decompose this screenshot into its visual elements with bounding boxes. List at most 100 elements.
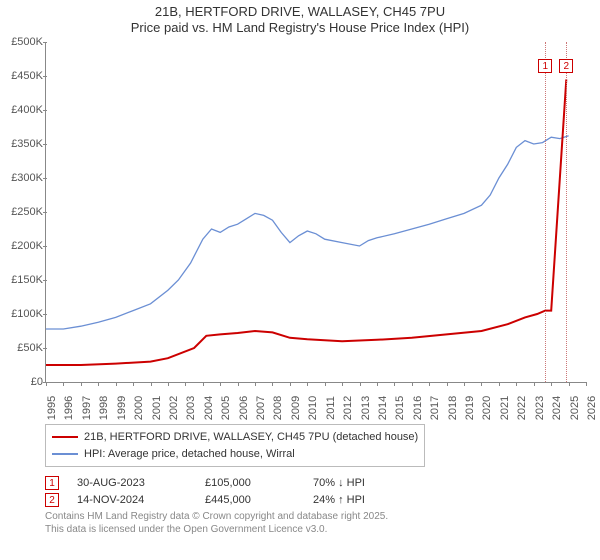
y-tick: £450K xyxy=(1,70,43,82)
x-tick-mark xyxy=(46,382,47,386)
chart-marker: 1 xyxy=(538,59,552,73)
transaction-vline xyxy=(566,42,567,382)
x-tick-label: 2021 xyxy=(499,396,511,420)
x-tick-label: 2022 xyxy=(516,396,528,420)
x-tick-mark xyxy=(429,382,430,386)
footnote-line2: This data is licensed under the Open Gov… xyxy=(45,524,585,537)
x-tick-mark xyxy=(412,382,413,386)
x-tick-label: 1999 xyxy=(116,396,128,420)
legend-box: 21B, HERTFORD DRIVE, WALLASEY, CH45 7PU … xyxy=(45,424,425,467)
x-tick-mark xyxy=(447,382,448,386)
x-tick-mark xyxy=(116,382,117,386)
chart-area: £0£50K£100K£150K£200K£250K£300K£350K£400… xyxy=(45,42,585,382)
title-line2: Price paid vs. HM Land Registry's House … xyxy=(0,20,600,36)
x-tick-label: 2025 xyxy=(569,396,581,420)
y-tick: £300K xyxy=(1,172,43,184)
plot-region: £0£50K£100K£150K£200K£250K£300K£350K£400… xyxy=(45,42,586,383)
x-tick-mark xyxy=(551,382,552,386)
x-tick-mark xyxy=(255,382,256,386)
x-tick-label: 2006 xyxy=(238,396,250,420)
x-tick-mark xyxy=(133,382,134,386)
chart-marker: 2 xyxy=(559,59,573,73)
transaction-row: 130-AUG-2023£105,00070% ↓ HPI xyxy=(45,476,585,490)
x-tick-mark xyxy=(569,382,570,386)
transaction-list: 130-AUG-2023£105,00070% ↓ HPI214-NOV-202… xyxy=(45,476,585,507)
price-paid-line xyxy=(46,79,566,365)
x-tick-label: 2020 xyxy=(481,396,493,420)
x-tick-label: 1997 xyxy=(81,396,93,420)
footnote: Contains HM Land Registry data © Crown c… xyxy=(45,511,585,536)
tx-marker: 2 xyxy=(45,493,59,507)
x-tick-mark xyxy=(481,382,482,386)
x-tick-label: 2004 xyxy=(203,396,215,420)
hpi-line xyxy=(46,136,569,329)
x-tick-label: 2018 xyxy=(447,396,459,420)
x-tick-label: 2010 xyxy=(307,396,319,420)
x-tick-label: 2007 xyxy=(255,396,267,420)
x-tick-mark xyxy=(499,382,500,386)
x-tick-mark xyxy=(307,382,308,386)
x-tick-mark xyxy=(290,382,291,386)
x-tick-label: 2001 xyxy=(151,396,163,420)
x-tick-label: 2009 xyxy=(290,396,302,420)
x-tick-mark xyxy=(185,382,186,386)
x-tick-label: 2026 xyxy=(586,396,598,420)
tx-date: 14-NOV-2024 xyxy=(77,494,187,506)
y-tick: £0 xyxy=(1,376,43,388)
x-tick-mark xyxy=(394,382,395,386)
x-tick-label: 2019 xyxy=(464,396,476,420)
x-tick-mark xyxy=(377,382,378,386)
tx-price: £445,000 xyxy=(205,494,295,506)
y-tick: £150K xyxy=(1,274,43,286)
x-tick-label: 2014 xyxy=(377,396,389,420)
x-tick-mark xyxy=(534,382,535,386)
transaction-row: 214-NOV-2024£445,00024% ↑ HPI xyxy=(45,493,585,507)
legend-label-hpi: HPI: Average price, detached house, Wirr… xyxy=(84,446,295,463)
tx-marker: 1 xyxy=(45,476,59,490)
legend-area: 21B, HERTFORD DRIVE, WALLASEY, CH45 7PU … xyxy=(45,424,585,536)
x-tick-label: 2024 xyxy=(551,396,563,420)
x-tick-label: 2023 xyxy=(534,396,546,420)
x-tick-label: 2011 xyxy=(325,396,337,420)
x-tick-mark xyxy=(342,382,343,386)
chart-title: 21B, HERTFORD DRIVE, WALLASEY, CH45 7PU … xyxy=(0,0,600,37)
x-tick-label: 1995 xyxy=(46,396,58,420)
x-tick-mark xyxy=(272,382,273,386)
footnote-line1: Contains HM Land Registry data © Crown c… xyxy=(45,511,585,524)
x-tick-label: 2017 xyxy=(429,396,441,420)
y-tick: £200K xyxy=(1,240,43,252)
x-tick-mark xyxy=(360,382,361,386)
x-tick-label: 2003 xyxy=(185,396,197,420)
y-tick: £500K xyxy=(1,36,43,48)
x-tick-mark xyxy=(63,382,64,386)
x-tick-label: 1998 xyxy=(98,396,110,420)
x-tick-mark xyxy=(464,382,465,386)
x-tick-label: 2013 xyxy=(360,396,372,420)
x-tick-mark xyxy=(586,382,587,386)
y-tick: £350K xyxy=(1,138,43,150)
x-tick-mark xyxy=(151,382,152,386)
legend-swatch-hpi xyxy=(52,453,78,455)
y-tick: £400K xyxy=(1,104,43,116)
tx-price: £105,000 xyxy=(205,477,295,489)
x-tick-label: 2012 xyxy=(342,396,354,420)
y-tick: £250K xyxy=(1,206,43,218)
x-tick-label: 1996 xyxy=(63,396,75,420)
y-tick: £100K xyxy=(1,308,43,320)
x-tick-label: 2016 xyxy=(412,396,424,420)
x-tick-label: 2000 xyxy=(133,396,145,420)
legend-swatch-price xyxy=(52,436,78,438)
title-line1: 21B, HERTFORD DRIVE, WALLASEY, CH45 7PU xyxy=(0,4,600,20)
x-tick-label: 2015 xyxy=(394,396,406,420)
x-tick-mark xyxy=(516,382,517,386)
transaction-vline xyxy=(545,42,546,382)
legend-row-hpi: HPI: Average price, detached house, Wirr… xyxy=(52,446,418,463)
x-tick-label: 2008 xyxy=(272,396,284,420)
y-tick: £50K xyxy=(1,342,43,354)
x-tick-mark xyxy=(220,382,221,386)
x-tick-mark xyxy=(81,382,82,386)
x-tick-mark xyxy=(98,382,99,386)
legend-label-price: 21B, HERTFORD DRIVE, WALLASEY, CH45 7PU … xyxy=(84,429,418,446)
x-tick-mark xyxy=(168,382,169,386)
tx-date: 30-AUG-2023 xyxy=(77,477,187,489)
